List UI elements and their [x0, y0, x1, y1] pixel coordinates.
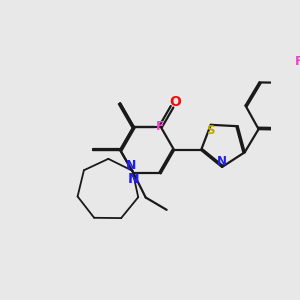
- Text: N: N: [217, 154, 227, 167]
- Text: N: N: [128, 172, 140, 186]
- Text: F: F: [156, 120, 164, 133]
- Text: S: S: [206, 124, 215, 137]
- Text: N: N: [126, 159, 136, 172]
- Text: F: F: [295, 55, 300, 68]
- Text: O: O: [169, 94, 181, 109]
